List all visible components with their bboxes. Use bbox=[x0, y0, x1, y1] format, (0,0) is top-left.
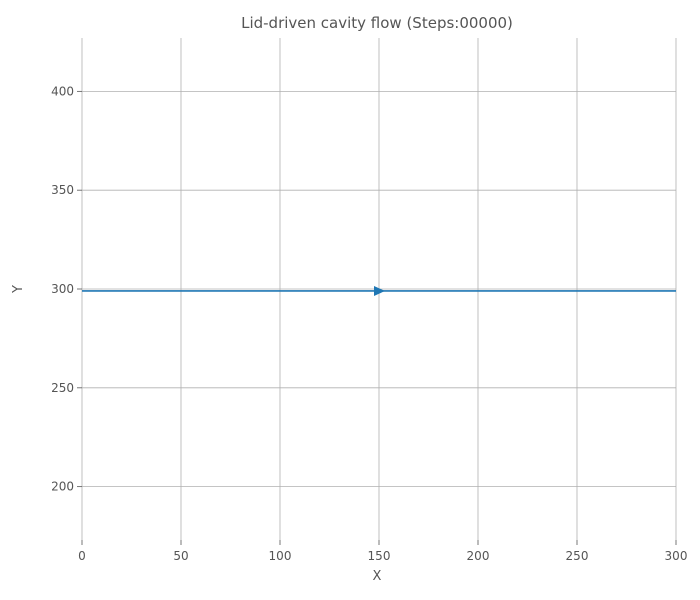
y-tick-label: 250 bbox=[51, 381, 74, 395]
y-tick-label: 350 bbox=[51, 183, 74, 197]
grid-layer bbox=[81, 38, 677, 540]
x-tick-label: 300 bbox=[665, 549, 688, 563]
x-tick-label: 0 bbox=[78, 549, 86, 563]
tick-layer: 0 50 100 150 200 250 300 200 250 300 350 400 bbox=[51, 84, 687, 563]
y-tick-label: 200 bbox=[51, 480, 74, 494]
chart-title: Lid-driven cavity flow (Steps:00000) bbox=[241, 14, 513, 32]
y-tick-label: 400 bbox=[51, 84, 74, 98]
streamline-arrow bbox=[374, 285, 385, 296]
y-axis-label: Y bbox=[11, 285, 26, 294]
x-tick-label: 50 bbox=[173, 549, 188, 563]
x-tick-label: 200 bbox=[467, 549, 490, 563]
x-tick-label: 150 bbox=[368, 549, 391, 563]
x-tick-label: 250 bbox=[566, 549, 589, 563]
x-axis-label: X bbox=[373, 569, 382, 584]
series-layer bbox=[82, 285, 676, 296]
x-tick-label: 100 bbox=[269, 549, 292, 563]
y-tick-label: 300 bbox=[51, 282, 74, 296]
